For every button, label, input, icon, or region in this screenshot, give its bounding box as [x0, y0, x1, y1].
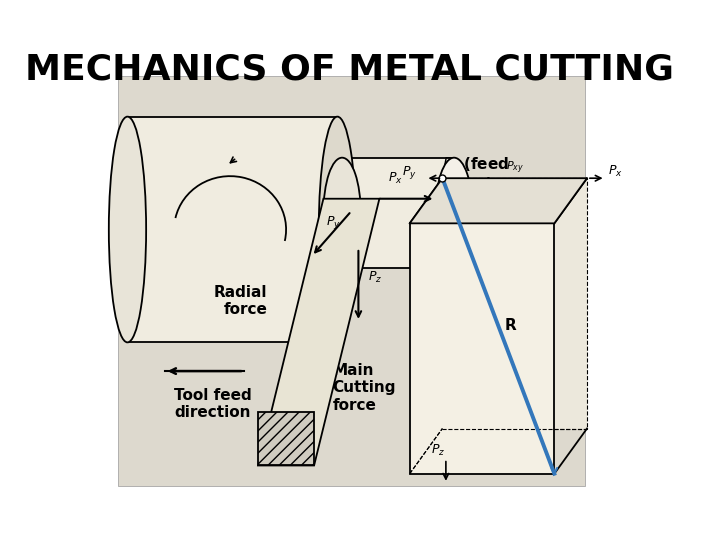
Text: $P_y$: $P_y$: [402, 164, 417, 181]
Polygon shape: [442, 178, 587, 429]
Ellipse shape: [319, 117, 356, 342]
Bar: [118, 76, 585, 486]
Polygon shape: [410, 224, 554, 474]
Ellipse shape: [436, 158, 473, 268]
Text: $P_z$: $P_z$: [431, 443, 445, 458]
Polygon shape: [258, 199, 379, 465]
Text: Main
Cutting
force: Main Cutting force: [333, 363, 396, 413]
Text: $P_z$: $P_z$: [368, 270, 382, 285]
Ellipse shape: [323, 158, 361, 268]
Bar: [127, 117, 338, 342]
Ellipse shape: [109, 117, 146, 342]
Text: MECHANICS OF METAL CUTTING: MECHANICS OF METAL CUTTING: [25, 52, 674, 86]
Text: Radial
force: Radial force: [214, 285, 267, 318]
Text: $P_y$: $P_y$: [325, 214, 341, 232]
Text: $P_x$ (feed
force): $P_x$ (feed force): [442, 156, 510, 192]
Bar: [342, 158, 454, 268]
Polygon shape: [258, 412, 314, 465]
Text: Tool feed
direction: Tool feed direction: [174, 388, 252, 420]
Text: $P_x$: $P_x$: [608, 164, 623, 179]
Text: $P_{xy}$: $P_{xy}$: [505, 160, 523, 176]
Polygon shape: [410, 178, 587, 224]
Text: $P_x$: $P_x$: [388, 171, 403, 186]
Text: R: R: [505, 319, 517, 333]
